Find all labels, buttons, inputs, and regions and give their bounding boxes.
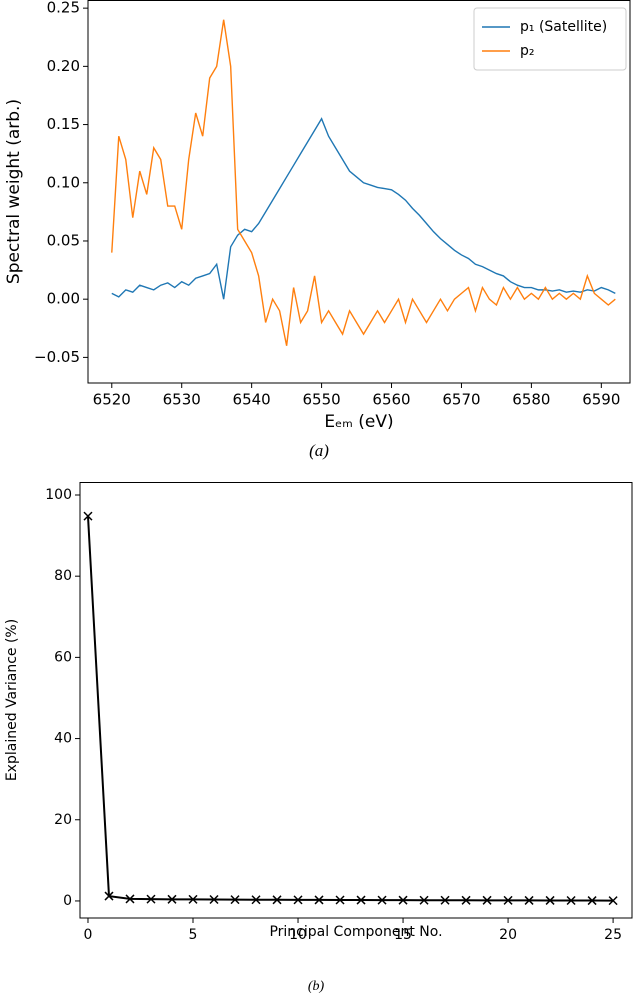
legend-label: p₂ xyxy=(520,43,535,59)
caption: (b) xyxy=(308,979,325,994)
y-tick-label: 0.15 xyxy=(47,115,80,133)
legend-label: p₁ (Satellite) xyxy=(520,19,607,35)
y-tick-label: 0.20 xyxy=(47,57,80,75)
caption: (a) xyxy=(309,441,329,460)
y-tick-label: 0.10 xyxy=(47,173,80,191)
series-line xyxy=(86,516,614,902)
y-tick-label: 80 xyxy=(54,568,72,584)
marker xyxy=(398,895,408,905)
marker xyxy=(272,895,282,905)
x-tick-label: 6530 xyxy=(163,391,201,409)
y-tick-label: 0.25 xyxy=(47,0,80,17)
marker xyxy=(83,511,93,521)
x-tick-label: 25 xyxy=(604,927,622,943)
marker xyxy=(482,895,492,905)
x-tick-label: 6520 xyxy=(93,391,131,409)
y-tick-label: 40 xyxy=(54,731,72,747)
x-tick-label: 20 xyxy=(499,927,517,943)
y-tick-label: 60 xyxy=(54,649,72,665)
x-axis-label: Eₑₘ (eV) xyxy=(324,412,393,432)
series-line xyxy=(111,19,616,346)
marker xyxy=(440,895,450,905)
plot-frame xyxy=(87,0,631,384)
marker xyxy=(314,895,324,905)
chart: 0 5 10 15 20 25 0 20 40 60 80 100 Principal Componen… xyxy=(4,482,633,994)
x-tick-label: 15 xyxy=(394,927,412,943)
legend-box xyxy=(473,7,627,71)
y-tick-label: 0.00 xyxy=(47,290,80,308)
marker xyxy=(104,891,114,901)
marker xyxy=(293,895,303,905)
marker xyxy=(377,895,387,905)
y-tick-label: 20 xyxy=(54,812,72,828)
x-tick-label: 6590 xyxy=(582,391,620,409)
y-axis-label: Explained Variance (%) xyxy=(4,619,20,781)
x-axis-label: Principal Component No. xyxy=(269,924,442,940)
marker xyxy=(251,895,261,905)
x-tick-label: 6540 xyxy=(233,391,271,409)
x-tick-label: 6560 xyxy=(372,391,410,409)
plot-frame xyxy=(79,482,633,919)
marker xyxy=(524,895,534,905)
x-tick-label: 0 xyxy=(84,927,93,943)
chart: 6520 6530 6540 6550 6560 6570 6580 6590 −0.05 0.0… xyxy=(4,0,631,460)
marker xyxy=(188,894,198,904)
y-tick-label: 0 xyxy=(63,893,72,909)
marker xyxy=(356,895,366,905)
marker xyxy=(125,894,135,904)
x-tick-label: 6580 xyxy=(512,391,550,409)
y-axis-label: Spectral weight (arb.) xyxy=(4,99,24,284)
marker xyxy=(167,894,177,904)
marker xyxy=(335,895,345,905)
x-tick-label: 10 xyxy=(289,927,307,943)
marker xyxy=(545,895,555,905)
marker xyxy=(461,895,471,905)
marker xyxy=(419,895,429,905)
marker xyxy=(503,895,513,905)
y-tick-label: −0.05 xyxy=(34,348,80,366)
marker xyxy=(566,895,576,906)
marker xyxy=(587,896,597,906)
series-line xyxy=(111,117,616,300)
marker xyxy=(230,895,240,905)
marker xyxy=(146,894,156,904)
y-tick-label: 0.05 xyxy=(47,231,80,249)
x-tick-label: 5 xyxy=(189,927,198,943)
x-tick-label: 6570 xyxy=(442,391,480,409)
y-tick-label: 100 xyxy=(45,487,72,503)
marker xyxy=(209,894,219,905)
marker xyxy=(608,896,618,906)
x-tick-label: 6550 xyxy=(302,391,340,409)
